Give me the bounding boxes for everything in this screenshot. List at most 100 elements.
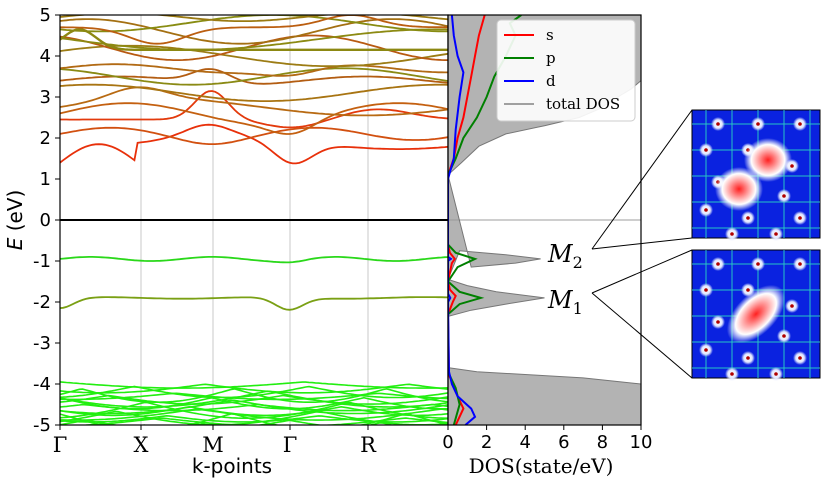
atom-core — [798, 216, 802, 220]
y-tick-label: 0 — [40, 210, 51, 231]
band-curve — [60, 90, 448, 129]
band-curve — [60, 68, 448, 85]
dos-panel: 0 2 4 6 8 10 DOS(state/eV) spd total DOS — [442, 14, 652, 478]
band-curve — [60, 390, 448, 408]
y-tick-label: -4 — [33, 374, 51, 395]
band-curve — [60, 28, 448, 51]
orbital-image-m1 — [691, 249, 821, 381]
y-tick-label: 2 — [40, 128, 51, 149]
dos-x-tick-label: 0 — [442, 432, 453, 453]
dos-x-tick-label: 2 — [481, 432, 492, 453]
band-curve — [60, 405, 448, 417]
legend-label: s — [546, 26, 554, 44]
band-curve — [60, 383, 448, 394]
m1-pointer-top — [591, 249, 693, 294]
m2-label: M2 — [547, 240, 583, 272]
m2-pointer-top — [591, 109, 693, 250]
band-x-label: k-points — [192, 454, 272, 478]
legend-label: d — [546, 72, 556, 90]
band-curve — [60, 255, 448, 264]
band-curve — [60, 403, 448, 412]
atom-core — [730, 372, 734, 376]
band-curve — [60, 394, 448, 405]
k-point-label: Γ — [283, 433, 298, 457]
y-tick-label: 4 — [40, 46, 51, 67]
y-tick-label: 5 — [40, 5, 51, 26]
m1-pointer-bottom — [591, 292, 693, 379]
legend-box — [496, 19, 636, 122]
legend-label: p — [546, 49, 556, 67]
dos-curves — [448, 15, 641, 425]
band-curve — [74, 417, 448, 425]
orbital-lobe-upper — [744, 138, 792, 182]
atom-core — [746, 356, 750, 360]
total-dos-area — [448, 15, 641, 425]
y-tick-label: -1 — [33, 251, 51, 272]
band-curve — [60, 123, 448, 165]
atom-core — [798, 122, 802, 126]
band-y-ticks: 5 4 3 2 1 0 -1 -2 -3 -4 -5 — [33, 5, 60, 436]
atom-core — [746, 288, 750, 292]
k-point-label: Γ — [53, 433, 68, 457]
annotations: M2 M1 — [547, 109, 693, 379]
band-curve — [60, 67, 448, 86]
y-tick-label: -5 — [33, 415, 51, 436]
dos-x-ticks: 0 2 4 6 8 10 — [442, 425, 652, 453]
atom-core — [798, 262, 802, 266]
atom-core — [774, 232, 778, 236]
atom-core — [790, 304, 794, 308]
band-curve — [60, 15, 448, 22]
atom-core — [704, 288, 708, 292]
y-tick-label: 3 — [40, 87, 51, 108]
atom-core — [782, 194, 786, 198]
atom-core — [704, 148, 708, 152]
band-curve — [60, 83, 448, 102]
y-tick-label: -2 — [33, 292, 51, 313]
band-curve — [60, 102, 448, 135]
dos-x-tick-label: 6 — [558, 432, 569, 453]
m1-label: M1 — [547, 286, 583, 318]
k-point-label: X — [134, 433, 149, 457]
legend-label: total DOS — [546, 95, 620, 113]
orbital-lobe-lower — [715, 167, 763, 211]
band-curve — [60, 126, 448, 145]
band-y-label: E (eV) — [3, 190, 27, 251]
band-curve — [193, 421, 395, 425]
band-curve — [60, 408, 448, 421]
dos-x-tick-label: 10 — [630, 432, 653, 453]
y-tick-label: -3 — [33, 333, 51, 354]
band-curve — [60, 401, 448, 419]
dos-legend: spd total DOS — [496, 19, 636, 122]
band-curve — [60, 28, 448, 51]
dos-x-tick-label: 4 — [519, 432, 530, 453]
dos-frame — [447, 14, 642, 426]
m2-pointer-bottom — [591, 237, 693, 250]
band-panel: 5 4 3 2 1 0 -1 -2 -3 -4 -5 Γ X M Γ R k-points E (eV) — [3, 5, 449, 478]
orbital-image-m2 — [691, 109, 821, 241]
dos-x-tick-label: 8 — [597, 432, 608, 453]
atom-core — [716, 320, 720, 324]
band-lines — [60, 15, 448, 425]
atom-core — [774, 372, 778, 376]
dos-x-label: DOS(state/eV) — [469, 454, 614, 478]
band-curve — [60, 63, 448, 77]
band-curve — [60, 414, 448, 423]
band-curve — [60, 18, 448, 45]
band-curve — [60, 296, 448, 311]
band-curve — [60, 86, 448, 117]
k-point-label: M — [202, 433, 224, 457]
atom-core — [716, 262, 720, 266]
atom-core — [756, 262, 760, 266]
band-curve — [60, 15, 448, 45]
k-point-label: R — [360, 433, 377, 457]
atom-core — [746, 216, 750, 220]
y-tick-label: 1 — [40, 169, 51, 190]
atom-core — [704, 208, 708, 212]
band-curve — [60, 385, 448, 399]
atom-core — [798, 356, 802, 360]
atom-core — [716, 122, 720, 126]
orbital-lobe-center — [726, 284, 786, 344]
atom-core — [730, 232, 734, 236]
